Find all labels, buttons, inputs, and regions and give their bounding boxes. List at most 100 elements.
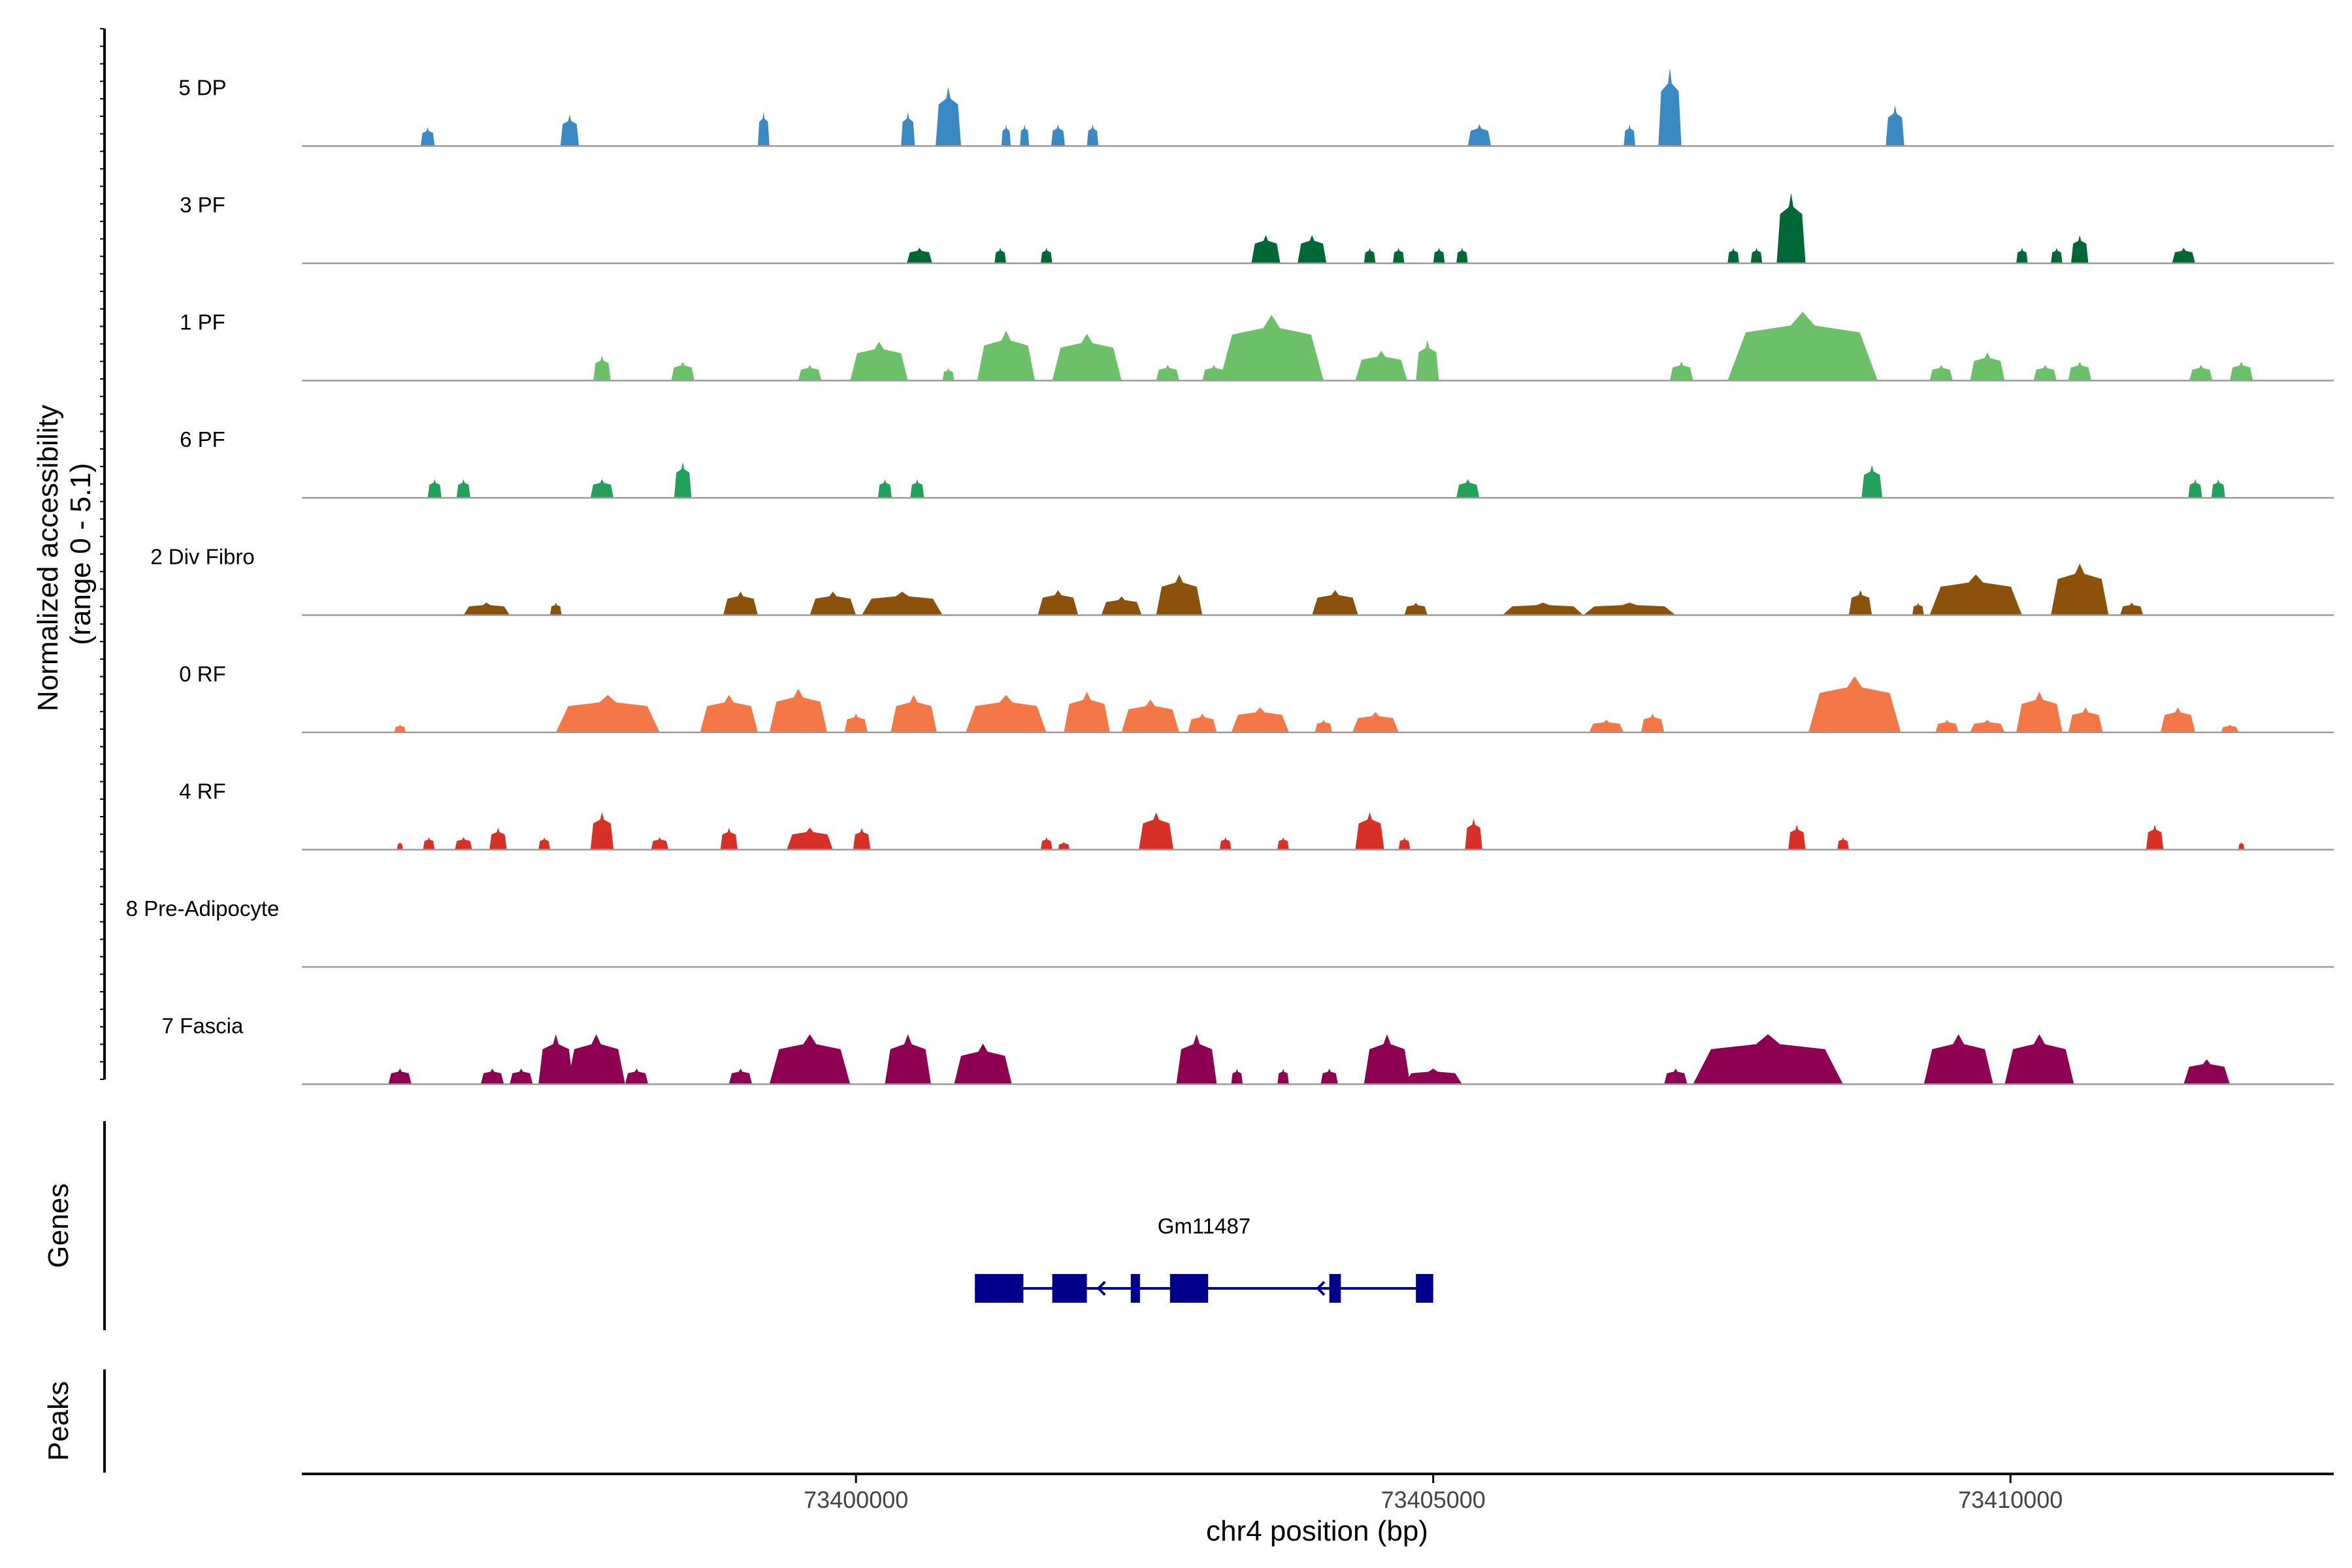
- peak-6-pf-4: [877, 479, 892, 498]
- peak-7-fascia-0: [388, 1068, 412, 1085]
- peak-7-fascia-11: [1231, 1068, 1243, 1085]
- y-axis-label-line1: Normalized accessibility: [32, 404, 64, 711]
- peak-0-rf-19: [2068, 707, 2103, 732]
- track-1-pf: 1 PF: [180, 310, 2334, 382]
- peak-1-pf-8: [1202, 365, 1226, 381]
- peaks-panel: Peaks: [42, 1369, 106, 1473]
- peak-4-rf-8: [787, 828, 833, 850]
- track-5-dp: 5 DP: [178, 67, 2334, 147]
- peak-4-rf-18: [1788, 825, 1806, 850]
- peak-5-dp-5: [1001, 124, 1011, 146]
- peak-0-rf-21: [2221, 725, 2239, 732]
- peak-6-pf-2: [590, 479, 614, 498]
- peak-0-rf-7: [1064, 691, 1110, 732]
- gene-name-label: Gm11487: [1158, 1214, 1250, 1238]
- peak-2-div-fibro-10: [1502, 602, 1584, 615]
- peaks-track-label: Peaks: [42, 1381, 74, 1461]
- x-tick-label: 73410000: [1958, 1486, 2063, 1513]
- peak-5-dp-4: [936, 86, 961, 146]
- track-4-rf: 4 RF: [179, 779, 2334, 851]
- y-axis-ticks: [100, 28, 105, 1080]
- peak-0-rf-8: [1121, 699, 1179, 732]
- gene-exon: [1052, 1274, 1087, 1303]
- peak-0-rf-11: [1315, 719, 1333, 732]
- peak-7-fascia-13: [1320, 1068, 1338, 1085]
- peak-3-pf-14: [2071, 235, 2089, 263]
- genes-track-label: Genes: [42, 1183, 74, 1268]
- peak-2-div-fibro-5: [1037, 590, 1079, 615]
- gene-exon: [1329, 1274, 1341, 1303]
- peak-0-rf-13: [1589, 719, 1624, 732]
- peak-0-rf-12: [1352, 711, 1399, 732]
- peak-3-pf-12: [2016, 248, 2028, 263]
- gene-exon: [1130, 1274, 1140, 1303]
- peak-6-pf-7: [1861, 465, 1883, 498]
- x-axis: 73400000 73405000 73410000 chr4 position (…: [302, 1473, 2334, 1547]
- peak-7-fascia-17: [1693, 1034, 1843, 1085]
- peak-7-fascia-6: [728, 1068, 753, 1085]
- peak-2-div-fibro-16: [2120, 602, 2144, 615]
- peak-1-pf-9: [1219, 315, 1324, 381]
- peak-4-rf-5: [590, 812, 614, 850]
- peak-3-pf-11: [1776, 193, 1806, 263]
- peak-7-fascia-20: [2183, 1059, 2230, 1085]
- peak-1-pf-10: [1355, 351, 1407, 381]
- peak-7-fascia-1: [480, 1068, 504, 1085]
- peak-1-pf-13: [1727, 312, 1878, 381]
- peak-3-pf-3: [1251, 235, 1281, 263]
- peak-4-rf-16: [1398, 837, 1411, 850]
- peak-7-fascia-7: [769, 1034, 851, 1085]
- peak-5-dp-12: [1886, 105, 1904, 146]
- peak-7-fascia-5: [625, 1068, 649, 1085]
- peak-7-fascia-3: [538, 1034, 574, 1085]
- peak-0-rf-1: [555, 694, 660, 732]
- gene-strand-arrow: [1316, 1281, 1326, 1296]
- peak-7-fascia-14: [1364, 1034, 1411, 1085]
- peak-6-pf-0: [427, 479, 442, 498]
- peak-2-div-fibro-2: [723, 591, 758, 615]
- peak-4-rf-21: [2238, 841, 2245, 850]
- gene-exon: [1169, 1274, 1209, 1303]
- peak-0-rf-5: [890, 694, 937, 732]
- track-label: 5 DP: [178, 76, 226, 100]
- peak-0-rf-16: [1935, 719, 1959, 732]
- peak-7-fascia-8: [885, 1034, 931, 1085]
- peak-0-rf-10: [1231, 707, 1289, 732]
- peak-4-rf-15: [1355, 812, 1384, 850]
- peak-7-fascia-18: [1923, 1034, 1993, 1085]
- peak-2-div-fibro-6: [1101, 596, 1142, 615]
- gene-model: Gm11487: [975, 1214, 1433, 1303]
- peak-7-fascia-9: [954, 1043, 1012, 1085]
- peak-5-dp-7: [1051, 124, 1065, 146]
- track-0-rf: 0 RF: [179, 662, 2334, 734]
- y-axis-label-line2: (range 0 - 5.1): [65, 463, 97, 645]
- peak-1-pf-12: [1669, 361, 1693, 381]
- peak-1-pf-16: [2033, 365, 2057, 381]
- peak-5-dp-2: [758, 111, 770, 146]
- peak-5-dp-0: [421, 127, 435, 146]
- x-tick-label: 73400000: [804, 1486, 908, 1513]
- track-label: 2 Div Fibro: [150, 545, 255, 569]
- peak-5-dp-6: [1020, 124, 1030, 146]
- peak-6-pf-8: [2188, 479, 2202, 498]
- y-axis-label: Normalized accessibility (range 0 - 5.1): [32, 397, 97, 711]
- track-label: 1 PF: [180, 310, 225, 335]
- peak-1-pf-3: [850, 341, 908, 381]
- peak-4-rf-4: [538, 837, 550, 850]
- peak-7-fascia-12: [1277, 1068, 1289, 1085]
- peak-4-rf-0: [397, 841, 403, 850]
- peak-4-rf-17: [1465, 818, 1482, 850]
- track-label: 7 Fascia: [162, 1014, 244, 1038]
- peak-1-pf-15: [1970, 352, 2005, 381]
- peak-2-div-fibro-8: [1312, 590, 1358, 615]
- peak-1-pf-19: [2230, 361, 2253, 381]
- peak-1-pf-1: [671, 361, 694, 381]
- peak-1-pf-2: [798, 365, 822, 381]
- peak-5-dp-10: [1624, 124, 1635, 146]
- peak-3-pf-4: [1298, 235, 1327, 263]
- peak-1-pf-18: [2189, 365, 2213, 381]
- peak-5-dp-1: [560, 114, 580, 146]
- track-label: 6 PF: [180, 427, 225, 451]
- peak-4-rf-6: [651, 837, 668, 850]
